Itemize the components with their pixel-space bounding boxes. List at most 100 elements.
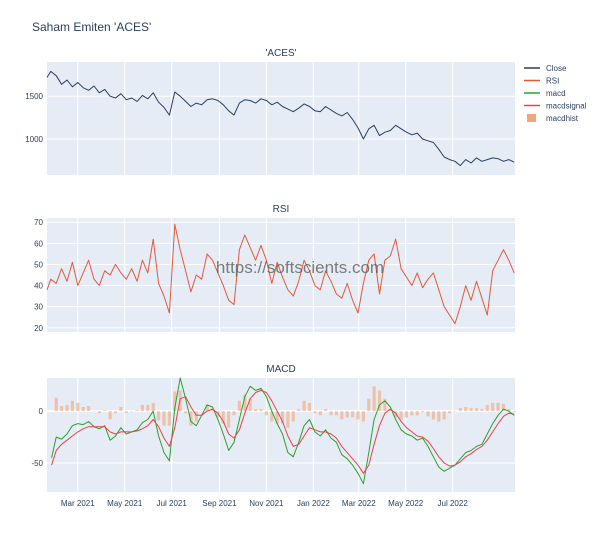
hist-bar [210, 409, 215, 412]
hist-bar [103, 410, 107, 412]
y-tick-label: 1000 [25, 135, 43, 144]
hist-bar [151, 402, 155, 412]
hist-bar [270, 411, 274, 422]
watermark: https://softscients.com [216, 258, 384, 277]
x-tick-label: Jan 2022 [297, 499, 330, 508]
hist-bar [415, 411, 419, 416]
hist-bar [200, 411, 204, 412]
legend-label: macd [546, 89, 566, 98]
hist-bar [130, 411, 134, 412]
hist-bar [297, 409, 301, 412]
hist-bar [496, 402, 500, 412]
hist-bar [92, 411, 96, 412]
hist-bar [334, 411, 339, 416]
hist-bar [194, 411, 198, 422]
hist-bar [447, 411, 452, 414]
legend-item-macd[interactable]: macd [524, 89, 566, 98]
hist-bar [394, 411, 398, 418]
legend-item-macdhist[interactable]: macdhist [527, 114, 579, 123]
hist-bar [431, 411, 436, 420]
hist-bar [469, 408, 473, 412]
hist-bar [501, 403, 506, 412]
y-tick-label: 30 [34, 303, 43, 312]
hist-bar [146, 404, 150, 412]
hist-bar [259, 409, 263, 412]
legend-swatch [527, 114, 536, 122]
y-tick-label: 50 [34, 260, 43, 269]
legend-label: Close [546, 64, 567, 73]
hist-bar [173, 391, 177, 412]
hist-bar [458, 408, 462, 412]
x-tick-label: Nov 2021 [249, 499, 284, 508]
hist-bar [404, 411, 409, 418]
hist-bar [437, 411, 441, 422]
y-tick-label: 70 [34, 218, 43, 227]
hist-bar [205, 404, 209, 412]
legend[interactable]: Close RSI macd macdsignal macdhist [524, 64, 587, 123]
x-tick-label: Jul 2021 [157, 499, 188, 508]
hist-bar [108, 411, 112, 420]
hist-bar [253, 409, 258, 412]
hist-bar [377, 390, 382, 412]
hist-bar [356, 411, 360, 420]
hist-bar [512, 411, 516, 413]
legend-item-macdsignal[interactable]: macdsignal [524, 102, 587, 111]
legend-item-rsi[interactable]: RSI [524, 77, 559, 86]
panel-rsi[interactable]: 20 30 40 50 60 70 RSI [34, 204, 515, 333]
hist-bar [97, 411, 101, 414]
hist-bar [237, 400, 242, 412]
x-tick-label: Mar 2021 [61, 499, 95, 508]
hist-bar [124, 411, 128, 414]
y-tick-label: 1500 [25, 92, 43, 101]
hist-bar [221, 411, 225, 424]
hist-bar [157, 411, 161, 421]
series-line-close [46, 70, 515, 167]
hist-bar [491, 402, 495, 412]
hist-bar [410, 411, 414, 416]
x-tick-label: Jul 2022 [438, 499, 469, 508]
hist-bar [453, 411, 457, 412]
series-line-macdsignal [51, 389, 515, 474]
hist-bar [227, 411, 231, 428]
panel-macd[interactable]: -50 0 MACD [31, 364, 516, 492]
hist-bar [302, 400, 306, 412]
hist-bar [507, 409, 511, 412]
legend-item-close[interactable]: Close [524, 64, 567, 73]
x-tick-label: Sep 2021 [202, 499, 237, 508]
hist-bar [60, 405, 64, 412]
hist-bar [162, 411, 166, 426]
panel-title-rsi: RSI [273, 204, 290, 215]
x-tick-label: May 2022 [388, 499, 424, 508]
hist-bar [76, 402, 80, 412]
series-line-rsi [46, 223, 515, 325]
y-tick-label: 20 [34, 324, 43, 333]
hist-bar [464, 407, 468, 412]
hist-bar [372, 386, 376, 412]
hist-bar [248, 398, 252, 412]
legend-label: macdhist [546, 114, 579, 123]
hist-bar [183, 411, 188, 414]
x-axis: Mar 2021 May 2021 Jul 2021 Sep 2021 Nov 2021… [61, 499, 468, 508]
hist-bar [307, 402, 312, 412]
hist-bar [291, 411, 295, 422]
hist-bar [167, 411, 171, 426]
x-tick-label: May 2021 [107, 499, 143, 508]
hist-bar [324, 409, 328, 412]
hist-bar [345, 411, 349, 418]
plot-area-macd [47, 378, 515, 492]
panel-aces[interactable]: 1000 1500 'ACES' [25, 48, 515, 175]
hist-bar [243, 394, 247, 412]
legend-label: macdsignal [546, 102, 587, 111]
hist-bar [280, 411, 285, 424]
hist-bar [361, 411, 365, 422]
hist-bar [216, 411, 220, 418]
hist-bar [54, 397, 58, 412]
hist-bar [113, 411, 118, 414]
x-tick-label: Mar 2022 [342, 499, 376, 508]
hist-bar [65, 404, 69, 412]
plot-area-aces [47, 62, 515, 175]
y-tick-label: 40 [34, 282, 43, 291]
hist-bar [485, 404, 489, 412]
